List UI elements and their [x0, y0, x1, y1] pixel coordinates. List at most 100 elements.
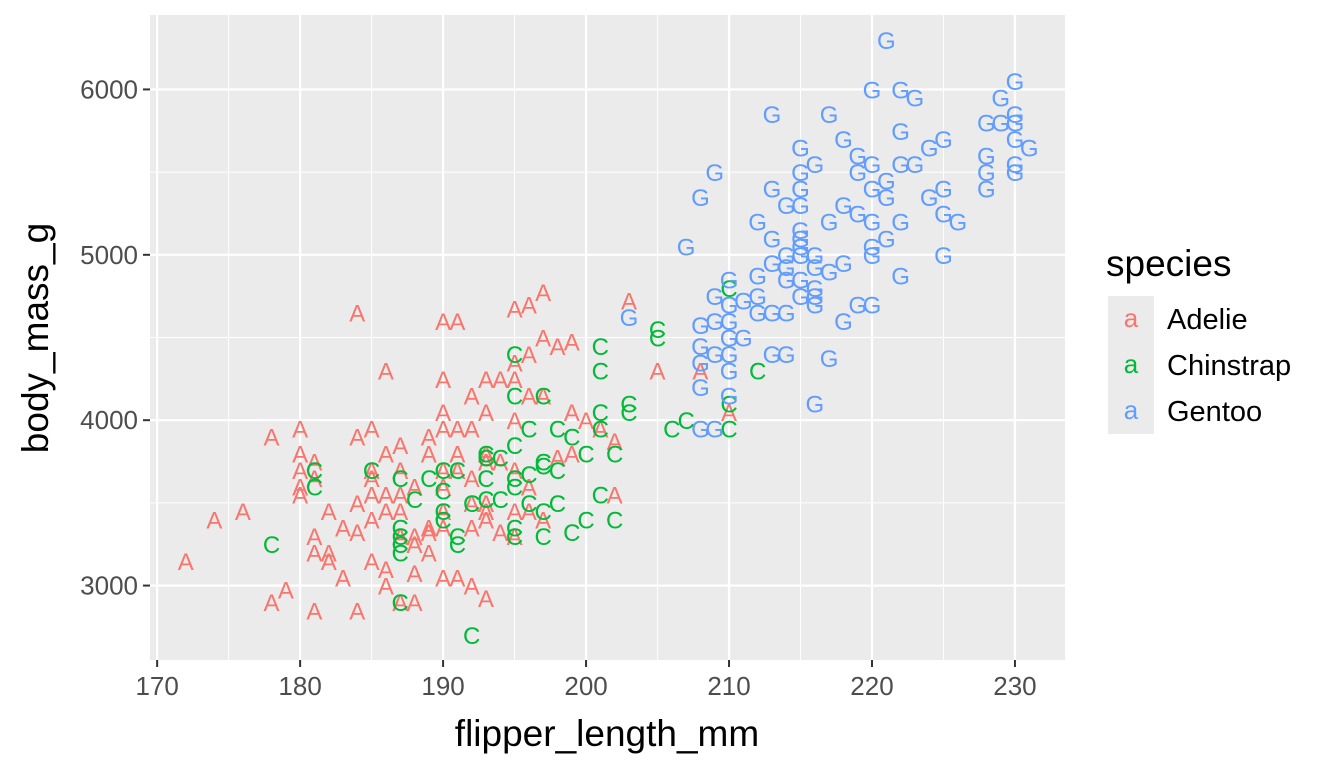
point-gentoo: G	[791, 226, 810, 253]
point-adelie: A	[492, 450, 508, 477]
point-adelie: A	[206, 507, 222, 534]
point-gentoo: G	[720, 309, 739, 336]
point-adelie: A	[478, 491, 494, 518]
point-adelie: A	[592, 416, 608, 443]
point-gentoo: G	[848, 144, 867, 171]
point-gentoo: G	[705, 160, 724, 187]
point-chinstrap: C	[720, 276, 737, 303]
point-adelie: A	[378, 483, 394, 510]
point-gentoo: G	[820, 346, 839, 373]
point-adelie: A	[521, 292, 537, 319]
point-chinstrap: C	[306, 458, 323, 485]
point-gentoo: G	[848, 201, 867, 228]
point-gentoo: G	[891, 152, 910, 179]
point-adelie: A	[478, 441, 494, 468]
point-adelie: A	[392, 483, 408, 510]
point-gentoo: G	[677, 235, 696, 262]
point-gentoo: G	[791, 235, 810, 262]
point-adelie: A	[392, 433, 408, 460]
point-gentoo: G	[920, 185, 939, 212]
point-chinstrap: C	[520, 491, 537, 518]
point-gentoo: G	[977, 177, 996, 204]
point-adelie: A	[435, 565, 451, 592]
point-adelie: A	[507, 350, 523, 377]
point-gentoo: G	[1006, 102, 1025, 129]
point-gentoo: G	[877, 28, 896, 55]
point-gentoo: G	[877, 168, 896, 195]
point-gentoo: G	[691, 350, 710, 377]
point-adelie: A	[449, 309, 465, 336]
point-adelie: A	[306, 466, 322, 493]
point-chinstrap: C	[620, 392, 637, 419]
point-chinstrap: C	[434, 478, 451, 505]
point-gentoo: G	[820, 259, 839, 286]
point-chinstrap: C	[534, 383, 551, 410]
point-gentoo: G	[791, 177, 810, 204]
data-points: AA AAAAAAAAAAAAAAAAAAAAAAAAAAAAAAAAAAAAAA…	[178, 28, 1039, 650]
point-adelie: A	[435, 400, 451, 427]
point-adelie: A	[507, 408, 523, 435]
point-adelie: A	[535, 326, 551, 353]
point-gentoo: G	[977, 160, 996, 187]
major-gridlines	[150, 15, 1065, 660]
point-gentoo: G	[791, 193, 810, 220]
point-gentoo: G	[748, 263, 767, 290]
point-chinstrap: C	[477, 487, 494, 514]
point-gentoo: G	[777, 342, 796, 369]
point-gentoo: G	[934, 243, 953, 270]
legend-key-chinstrap	[1108, 342, 1154, 388]
point-gentoo: G	[691, 375, 710, 402]
point-gentoo: G	[1006, 127, 1025, 154]
point-gentoo: G	[805, 152, 824, 179]
point-adelie: A	[464, 383, 480, 410]
legend-label-adelie: Adelie	[1167, 304, 1248, 336]
point-gentoo: G	[763, 342, 782, 369]
point-adelie: A	[507, 458, 523, 485]
point-gentoo: G	[848, 292, 867, 319]
point-chinstrap: C	[506, 474, 523, 501]
point-adelie: A	[349, 491, 365, 518]
point-adelie: A	[478, 507, 494, 534]
point-gentoo: G	[863, 210, 882, 237]
point-gentoo: G	[834, 251, 853, 278]
point-gentoo: G	[863, 243, 882, 270]
point-gentoo: G	[791, 268, 810, 295]
point-chinstrap: C	[477, 466, 494, 493]
point-adelie: A	[564, 400, 580, 427]
point-adelie: A	[721, 400, 737, 427]
legend-key-adelie	[1108, 296, 1154, 342]
point-adelie: A	[378, 441, 394, 468]
point-gentoo: G	[805, 243, 824, 270]
point-gentoo: G	[620, 305, 639, 332]
point-gentoo: G	[1006, 152, 1025, 179]
x-tick-label: 180	[278, 671, 321, 701]
point-adelie: A	[507, 297, 523, 324]
point-adelie: A	[464, 516, 480, 543]
point-gentoo: G	[820, 102, 839, 129]
point-chinstrap: C	[449, 524, 466, 551]
point-chinstrap: C	[506, 466, 523, 493]
point-adelie: A	[464, 491, 480, 518]
point-gentoo: G	[891, 210, 910, 237]
point-adelie: A	[378, 574, 394, 601]
point-gentoo: G	[720, 383, 739, 410]
point-adelie: A	[507, 499, 523, 526]
point-adelie: A	[549, 334, 565, 361]
point-gentoo: G	[805, 392, 824, 419]
point-gentoo: G	[720, 268, 739, 295]
point-gentoo: G	[691, 416, 710, 443]
point-gentoo: G	[991, 111, 1010, 138]
point-adelie: A	[521, 383, 537, 410]
point-adelie: A	[406, 590, 422, 617]
point-gentoo: G	[906, 152, 925, 179]
point-adelie: A	[364, 466, 380, 493]
point-chinstrap: C	[649, 326, 666, 353]
point-gentoo: G	[1006, 69, 1025, 96]
legend-title: species	[1106, 243, 1231, 284]
point-chinstrap: C	[592, 334, 609, 361]
legend-label-chinstrap: Chinstrap	[1167, 350, 1291, 382]
point-gentoo: G	[863, 235, 882, 262]
point-adelie: A	[364, 549, 380, 576]
point-chinstrap: C	[477, 441, 494, 468]
x-axis-title: flipper_length_mm	[455, 713, 759, 754]
